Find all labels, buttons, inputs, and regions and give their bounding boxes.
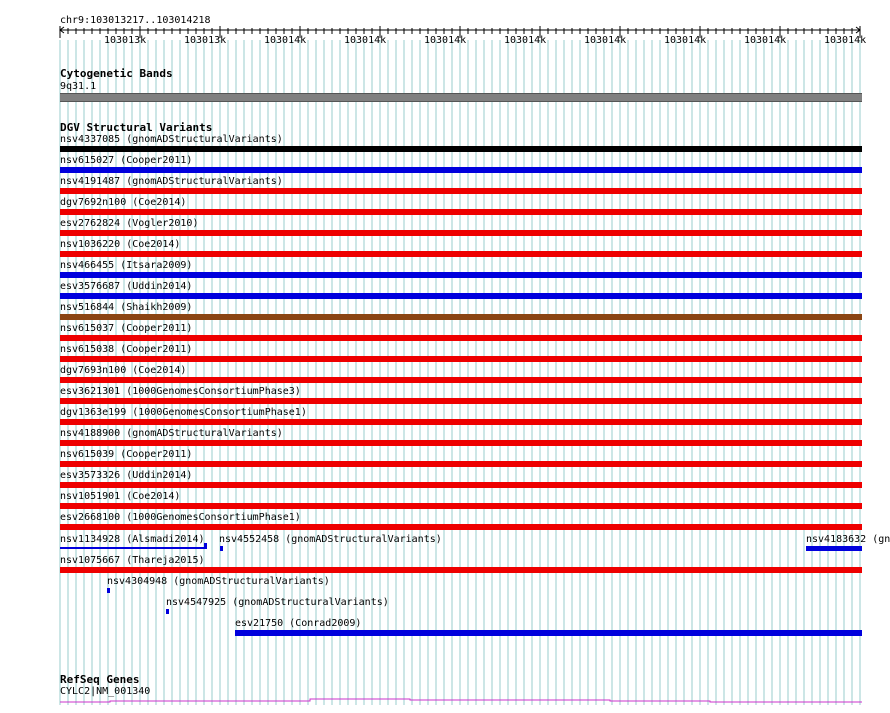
- variant-label: esv2762824 (Vogler2010): [60, 218, 199, 229]
- variant-label: nsv4337085 (gnomADStructuralVariants): [60, 134, 283, 145]
- location-label: chr9:103013217..103014218: [60, 15, 211, 26]
- variant-label: esv2668100 (1000GenomesConsortiumPhase1): [60, 512, 301, 523]
- variant-label: nsv615037 (Cooper2011): [60, 323, 193, 334]
- variant-bar[interactable]: [60, 209, 862, 215]
- gene-label: CYLC2|NM_001340: [60, 686, 151, 697]
- variant-bar[interactable]: [60, 547, 206, 549]
- ruler[interactable]: [55, 24, 867, 38]
- variant-label: esv21750 (Conrad2009): [235, 618, 362, 629]
- variant-label: nsv1036220 (Coe2014): [60, 239, 181, 250]
- variant-label: nsv4552458 (gnomADStructuralVariants): [219, 534, 442, 545]
- variant-bar[interactable]: [220, 546, 223, 551]
- variant-bar[interactable]: [806, 546, 862, 551]
- variant-bar[interactable]: [166, 609, 169, 614]
- variant-label: nsv1075667 (Thareja2015): [60, 555, 205, 566]
- variant-label: nsv615039 (Cooper2011): [60, 449, 193, 460]
- variant-bar[interactable]: [60, 146, 862, 152]
- variant-bar[interactable]: [107, 588, 110, 593]
- ruler-tick-label: 103014k: [584, 35, 627, 46]
- variant-bar[interactable]: [60, 503, 862, 509]
- variant-label: nsv466455 (Itsara2009): [60, 260, 193, 271]
- ruler-tick-label: 103013k: [104, 35, 147, 46]
- ruler-tick-label: 103014k: [504, 35, 547, 46]
- gene-line: [60, 698, 862, 703]
- variant-label: dgv1363e199 (1000GenomesConsortiumPhase1…: [60, 407, 307, 418]
- variant-label: nsv4183632 (gn: [806, 534, 890, 545]
- variant-bar[interactable]: [60, 356, 862, 362]
- variant-bar[interactable]: [60, 524, 862, 530]
- variant-bar[interactable]: [60, 398, 862, 404]
- variant-bar[interactable]: [235, 630, 862, 636]
- variant-label: nsv615038 (Cooper2011): [60, 344, 193, 355]
- cytoband-track-title: Cytogenetic Bands: [60, 67, 173, 80]
- variant-bar[interactable]: [60, 482, 862, 488]
- variant-bar[interactable]: [60, 251, 862, 257]
- variant-label: nsv4547925 (gnomADStructuralVariants): [166, 597, 389, 608]
- variant-bar[interactable]: [60, 419, 862, 425]
- cytoband-bar[interactable]: [60, 93, 862, 102]
- variant-bar[interactable]: [60, 314, 862, 320]
- variant-label: dgv7693n100 (Coe2014): [60, 365, 187, 376]
- variant-bar[interactable]: [60, 440, 862, 446]
- variant-label: esv3573326 (Uddin2014): [60, 470, 193, 481]
- variant-bar[interactable]: [60, 272, 862, 278]
- variant-bar[interactable]: [60, 230, 862, 236]
- variant-bar[interactable]: [60, 377, 862, 383]
- variant-label: esv3621301 (1000GenomesConsortiumPhase3): [60, 386, 301, 397]
- variant-label: nsv4191487 (gnomADStructuralVariants): [60, 176, 283, 187]
- cytoband-label: 9q31.1: [60, 81, 97, 92]
- refseq-track-title: RefSeq Genes: [60, 673, 140, 686]
- ruler-tick-label: 103014k: [264, 35, 307, 46]
- ruler-tick-label: 103014k: [744, 35, 787, 46]
- ruler-tick-label: 103014k: [824, 35, 867, 46]
- variant-label: nsv1051901 (Coe2014): [60, 491, 181, 502]
- variant-label: dgv7692n100 (Coe2014): [60, 197, 187, 208]
- variant-label: nsv4188900 (gnomADStructuralVariants): [60, 428, 283, 439]
- variant-label: nsv1134928 (Alsmadi2014): [60, 534, 205, 545]
- variant-bar-end[interactable]: [204, 543, 207, 549]
- ruler-tick-label: 103014k: [664, 35, 707, 46]
- variant-bar[interactable]: [60, 567, 862, 573]
- variant-label: nsv4304948 (gnomADStructuralVariants): [107, 576, 330, 587]
- variant-bar[interactable]: [60, 167, 862, 173]
- ruler-tick-label: 103014k: [344, 35, 387, 46]
- variant-label: nsv516844 (Shaikh2009): [60, 302, 193, 313]
- gene-model[interactable]: [60, 696, 862, 704]
- dgv-track-title: DGV Structural Variants: [60, 121, 213, 134]
- variant-label: nsv615027 (Cooper2011): [60, 155, 193, 166]
- variant-bar[interactable]: [60, 188, 862, 194]
- variant-bar[interactable]: [60, 461, 862, 467]
- variant-bar[interactable]: [60, 293, 862, 299]
- variant-label: esv3576687 (Uddin2014): [60, 281, 193, 292]
- ruler-tick-label: 103013k: [184, 35, 227, 46]
- ruler-tick-label: 103014k: [424, 35, 467, 46]
- variant-bar[interactable]: [60, 335, 862, 341]
